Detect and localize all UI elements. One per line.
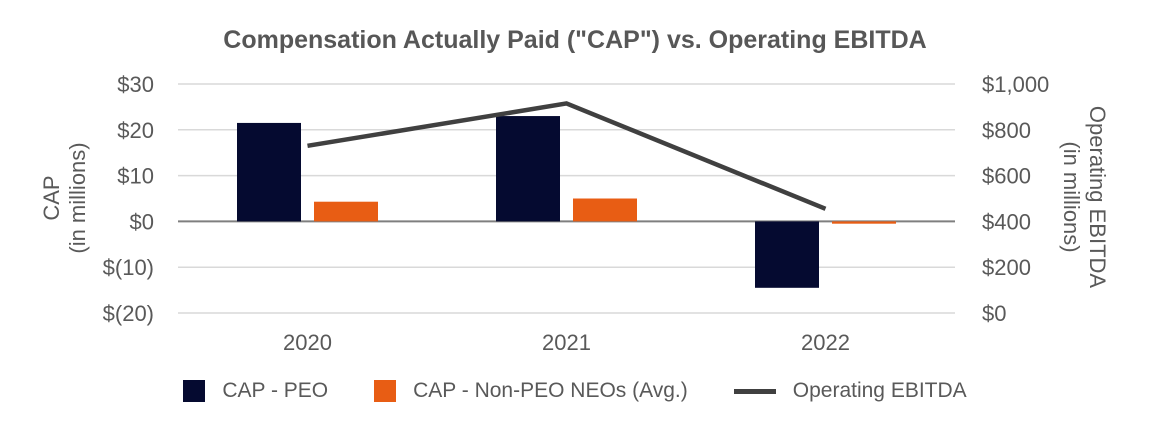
legend-label-operating-ebitda: Operating EBITDA [792,379,967,402]
legend-item-operating-ebitda: Operating EBITDA [733,379,967,403]
chart-title: Compensation Actually Paid ("CAP") vs. O… [223,26,927,54]
right-axis-title-line2: (in millions) [1059,141,1084,253]
right-axis-tick-label: $400 [982,209,1031,234]
legend-label-cap-peo: CAP - PEO [222,379,329,402]
left-axis-tick-label: $(10) [103,255,154,280]
legend-item-cap-non-peo: CAP - Non-PEO NEOs (Avg.) [374,379,688,403]
right-axis-title-line1: Operating EBITDA [1085,105,1110,289]
left-axis-tick-label: $30 [117,72,154,97]
left-axis-tick-label: $20 [117,118,154,143]
bar-cap-peo-2022 [755,221,819,288]
cap-peo-swatch-icon [183,380,206,402]
operating-ebitda-line-swatch-icon [733,388,776,394]
legend-item-cap-peo: CAP - PEO [183,379,328,403]
legend-label-cap-non-peo: CAP - Non-PEO NEOs (Avg.) [413,379,688,402]
right-axis-tick-label: $800 [982,118,1031,143]
right-axis-tick-label: $200 [982,255,1031,280]
left-axis-tick-label: $(20) [103,301,154,326]
left-axis-title-line2: (in millions) [65,142,90,254]
bar-cap-non-peo-neos-avg-2020 [314,201,378,222]
left-axis-title-line1: CAP [39,175,64,221]
bar-cap-non-peo-neos-avg-2021 [573,198,637,222]
bar-cap-non-peo-neos-avg-2022 [832,221,896,224]
x-axis-label-2020: 2020 [283,330,332,355]
left-axis-tick-label: $0 [130,209,154,234]
bar-cap-peo-2021 [496,116,560,222]
left-axis-tick-label: $10 [117,164,154,189]
right-axis-title: Operating EBITDA (in millions) [1058,77,1110,317]
right-axis-tick-label: $600 [982,164,1031,189]
cap-non-peo-swatch-icon [374,380,397,402]
x-axis-label-2022: 2022 [801,330,850,355]
left-axis-title: CAP (in millions) [39,90,91,306]
right-axis-tick-label: $0 [982,301,1006,326]
line-operating-ebitda [307,101,827,211]
x-axis-label-2021: 2021 [542,330,591,355]
right-axis-tick-label: $1,000 [982,72,1049,97]
bar-cap-peo-2020 [237,122,301,222]
legend: CAP - PEO CAP - Non-PEO NEOs (Avg.) Oper… [0,379,1150,403]
